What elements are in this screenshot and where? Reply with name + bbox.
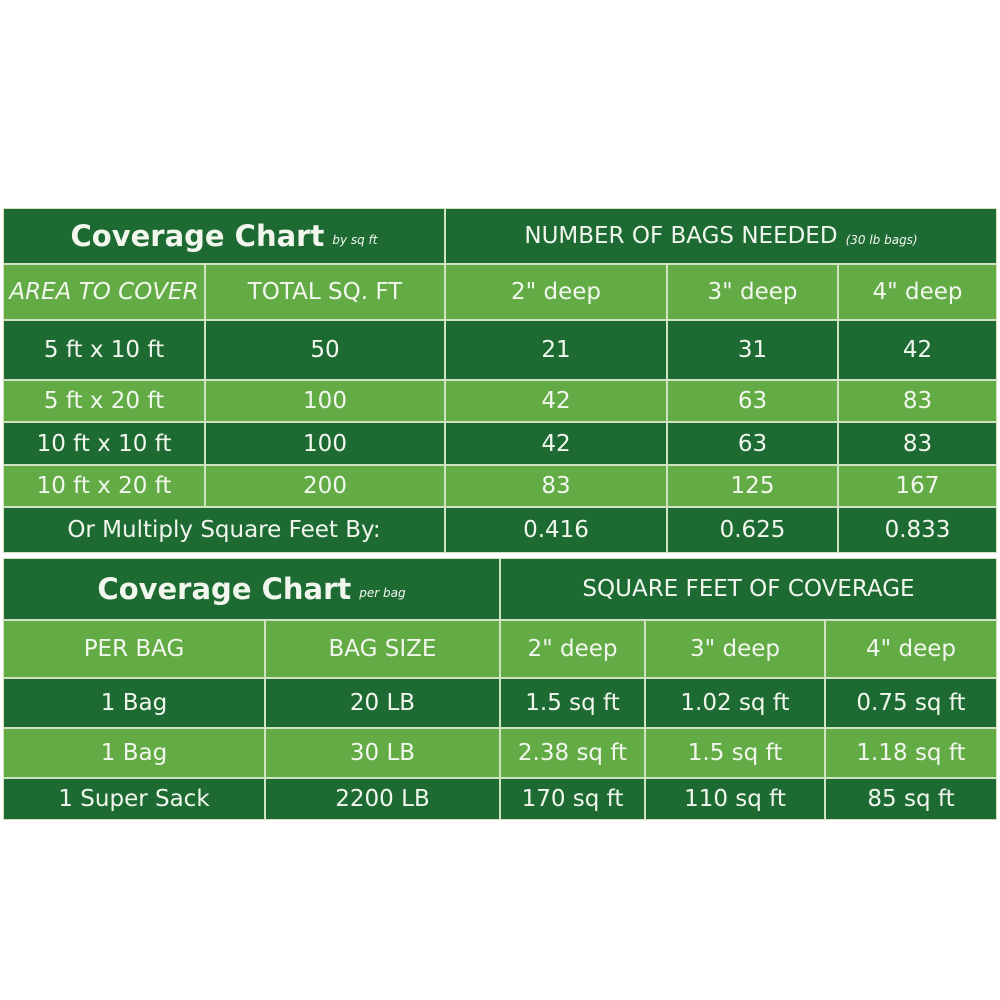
table-cell: 200 [205,465,445,507]
title: Coverage Chart [97,572,352,606]
column-header: 3" deep [667,264,838,320]
title-cell: Coverage Chart per bag [3,558,500,620]
table-cell: 42 [445,422,667,465]
table-cell: 100 [205,422,445,465]
column-header: 2" deep [500,620,645,678]
table-cell: 31 [667,320,838,380]
table-cell: 30 LB [265,728,500,778]
group-header-cell: NUMBER OF BAGS NEEDED (30 lb bags) [445,208,997,264]
column-header: 4" deep [825,620,997,678]
table-cell: 50 [205,320,445,380]
table-cell: 1 Bag [3,728,265,778]
table-cell: 170 sq ft [500,778,645,820]
title-cell: Coverage Chart by sq ft [3,208,445,264]
table-cell: 2.38 sq ft [500,728,645,778]
table-cell: 5 ft x 20 ft [3,380,205,422]
table-cell: 1 Bag [3,678,265,728]
table-cell: 10 ft x 10 ft [3,422,205,465]
table-cell: 21 [445,320,667,380]
table-cell: 85 sq ft [825,778,997,820]
footer-label: Or Multiply Square Feet By: [3,507,445,553]
table-cell: 1 Super Sack [3,778,265,820]
group-header-cell: SQUARE FEET OF COVERAGE [500,558,997,620]
table-cell: 100 [205,380,445,422]
title-note: by sq ft [332,233,378,247]
title: Coverage Chart [70,219,325,253]
table-cell: 110 sq ft [645,778,825,820]
table-cell: 83 [445,465,667,507]
table-cell: 125 [667,465,838,507]
table-cell: 83 [838,422,997,465]
column-header: BAG SIZE [265,620,500,678]
table-cell: 63 [667,380,838,422]
column-header: 2" deep [445,264,667,320]
table-cell: 2200 LB [265,778,500,820]
column-header: TOTAL SQ. FT [205,264,445,320]
table-cell: 20 LB [265,678,500,728]
table-cell: 1.5 sq ft [645,728,825,778]
group-header: SQUARE FEET OF COVERAGE [582,576,915,602]
table-cell: 1.18 sq ft [825,728,997,778]
table-cell: 5 ft x 10 ft [3,320,205,380]
table-cell: 0.75 sq ft [825,678,997,728]
table-cell: 167 [838,465,997,507]
group-header: NUMBER OF BAGS NEEDED [524,223,838,249]
footer-value: 0.833 [838,507,997,553]
table-cell: 1.5 sq ft [500,678,645,728]
table-cell: 83 [838,380,997,422]
column-header: 3" deep [645,620,825,678]
column-header: PER BAG [3,620,265,678]
title-note: per bag [359,586,406,600]
table-cell: 42 [838,320,997,380]
table-cell: 42 [445,380,667,422]
footer-value: 0.625 [667,507,838,553]
table-cell: 1.02 sq ft [645,678,825,728]
column-header: 4" deep [838,264,997,320]
table-cell: 10 ft x 20 ft [3,465,205,507]
column-header: AREA TO COVER [3,264,205,320]
group-note: (30 lb bags) [845,233,918,247]
table-cell: 63 [667,422,838,465]
footer-value: 0.416 [445,507,667,553]
